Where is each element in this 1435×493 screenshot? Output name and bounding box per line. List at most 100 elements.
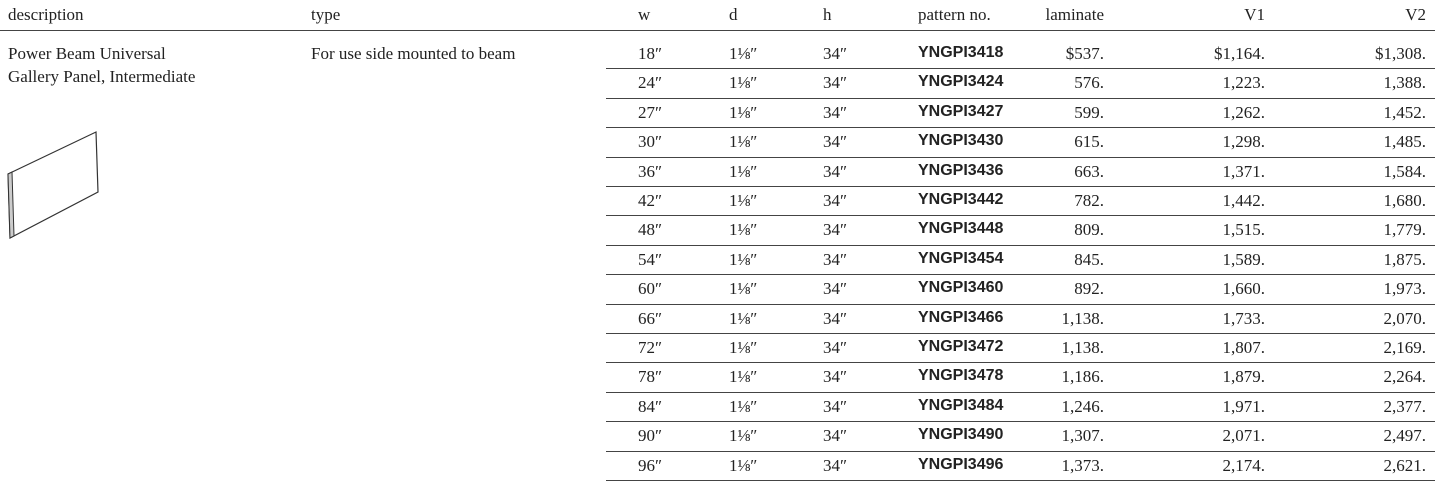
cell: 615. bbox=[1074, 132, 1104, 152]
cell: 90″ bbox=[638, 426, 663, 446]
type: For use side mounted to beam bbox=[311, 44, 516, 63]
description-line: Power Beam Universal bbox=[8, 44, 166, 63]
pattern-number: YNGPI3418 bbox=[918, 44, 1004, 61]
cell: 1⅛″ bbox=[729, 220, 758, 240]
cell: $1,308. bbox=[1375, 44, 1426, 63]
cell: 60″ bbox=[638, 279, 663, 299]
pattern-number: YNGPI3424 bbox=[918, 73, 1004, 91]
cell: 78″ bbox=[638, 367, 663, 387]
cell: $1,164. bbox=[1214, 44, 1265, 63]
cell: 1,807. bbox=[1222, 338, 1266, 357]
row-rule bbox=[606, 362, 1435, 363]
cell: 1⅛″ bbox=[729, 426, 758, 446]
cell: 1,388. bbox=[1383, 73, 1427, 93]
pattern-number: YNGPI3496 bbox=[918, 455, 1004, 473]
cell: 599. bbox=[1074, 102, 1104, 122]
column-header: w bbox=[638, 5, 651, 24]
cell: 1,779. bbox=[1383, 220, 1427, 240]
cell: 34″ bbox=[823, 161, 848, 181]
cell: 1,442. bbox=[1222, 191, 1266, 210]
pattern-number: YNGPI3436 bbox=[918, 161, 1004, 179]
cell: 42″ bbox=[638, 191, 663, 210]
cell: 1,373. bbox=[1061, 455, 1105, 475]
row-rule bbox=[606, 274, 1435, 275]
pattern-number: YNGPI3490 bbox=[918, 426, 1004, 444]
cell: 663. bbox=[1074, 161, 1104, 181]
cell: 1,485. bbox=[1383, 132, 1427, 152]
pattern-number: YNGPI3448 bbox=[918, 220, 1004, 238]
column-header: type bbox=[311, 5, 341, 24]
cell: 34″ bbox=[823, 73, 848, 93]
row-rule bbox=[606, 157, 1435, 158]
cell: 2,169. bbox=[1383, 338, 1427, 357]
cell: 1,262. bbox=[1222, 102, 1266, 122]
column-header: laminate bbox=[1045, 5, 1104, 24]
cell: 1,138. bbox=[1061, 338, 1105, 357]
cell: 1⅛″ bbox=[729, 102, 758, 122]
cell: 24″ bbox=[638, 73, 663, 93]
row-rule bbox=[606, 304, 1435, 305]
cell: 18″ bbox=[638, 44, 663, 63]
cell: 1⅛″ bbox=[729, 73, 758, 93]
row-rule bbox=[606, 68, 1435, 69]
cell: 2,497. bbox=[1383, 426, 1427, 446]
cell: 34″ bbox=[823, 308, 848, 328]
cell: 576. bbox=[1074, 73, 1104, 93]
pattern-number: YNGPI3472 bbox=[918, 338, 1004, 355]
row-rule bbox=[606, 333, 1435, 334]
cell: 1,298. bbox=[1222, 132, 1266, 152]
cell: 1,875. bbox=[1383, 249, 1427, 269]
column-header: description bbox=[8, 5, 84, 24]
cell: 34″ bbox=[823, 338, 848, 357]
cell: 34″ bbox=[823, 367, 848, 387]
cell: 48″ bbox=[638, 220, 663, 240]
row-rule bbox=[606, 480, 1435, 481]
cell: 66″ bbox=[638, 308, 663, 328]
cell: 2,621. bbox=[1383, 455, 1427, 475]
cell: 34″ bbox=[823, 455, 848, 475]
row-rule bbox=[606, 215, 1435, 216]
pattern-number: YNGPI3484 bbox=[918, 396, 1004, 414]
cell: $537. bbox=[1065, 44, 1104, 63]
cell: 2,174. bbox=[1222, 455, 1266, 475]
cell: 34″ bbox=[823, 249, 848, 269]
cell: 34″ bbox=[823, 279, 848, 299]
cell: 2,264. bbox=[1383, 367, 1427, 387]
row-rule bbox=[606, 392, 1435, 393]
cell: 1,973. bbox=[1383, 279, 1427, 299]
cell: 1,186. bbox=[1061, 367, 1105, 387]
pattern-number: YNGPI3442 bbox=[918, 191, 1004, 208]
cell: 1⅛″ bbox=[729, 338, 758, 357]
column-header: V2 bbox=[1405, 5, 1426, 24]
cell: 72″ bbox=[638, 338, 663, 357]
cell: 1⅛″ bbox=[729, 161, 758, 181]
cell: 892. bbox=[1074, 279, 1104, 299]
cell: 2,377. bbox=[1383, 396, 1427, 416]
pattern-number: YNGPI3460 bbox=[918, 279, 1004, 297]
cell: 34″ bbox=[823, 220, 848, 240]
cell: 84″ bbox=[638, 396, 663, 416]
cell: 34″ bbox=[823, 44, 848, 63]
cell: 845. bbox=[1074, 249, 1104, 269]
cell: 1,589. bbox=[1222, 249, 1266, 269]
cell: 1,584. bbox=[1383, 161, 1427, 181]
header-rule bbox=[0, 30, 1435, 31]
row-rule bbox=[606, 421, 1435, 422]
row-rule bbox=[606, 98, 1435, 99]
cell: 1,307. bbox=[1061, 426, 1105, 446]
cell: 1,371. bbox=[1222, 161, 1266, 181]
cell: 36″ bbox=[638, 161, 663, 181]
cell: 1,138. bbox=[1061, 308, 1105, 328]
row-rule bbox=[606, 127, 1435, 128]
pattern-number: YNGPI3427 bbox=[918, 102, 1004, 120]
pattern-number: YNGPI3466 bbox=[918, 308, 1004, 326]
cell: 1⅛″ bbox=[729, 191, 758, 210]
row-rule bbox=[606, 245, 1435, 246]
cell: 1,246. bbox=[1061, 396, 1105, 416]
row-rule bbox=[606, 186, 1435, 187]
cell: 2,070. bbox=[1383, 308, 1427, 328]
cell: 1,879. bbox=[1222, 367, 1266, 387]
cell: 30″ bbox=[638, 132, 663, 152]
cell: 1,971. bbox=[1222, 396, 1266, 416]
